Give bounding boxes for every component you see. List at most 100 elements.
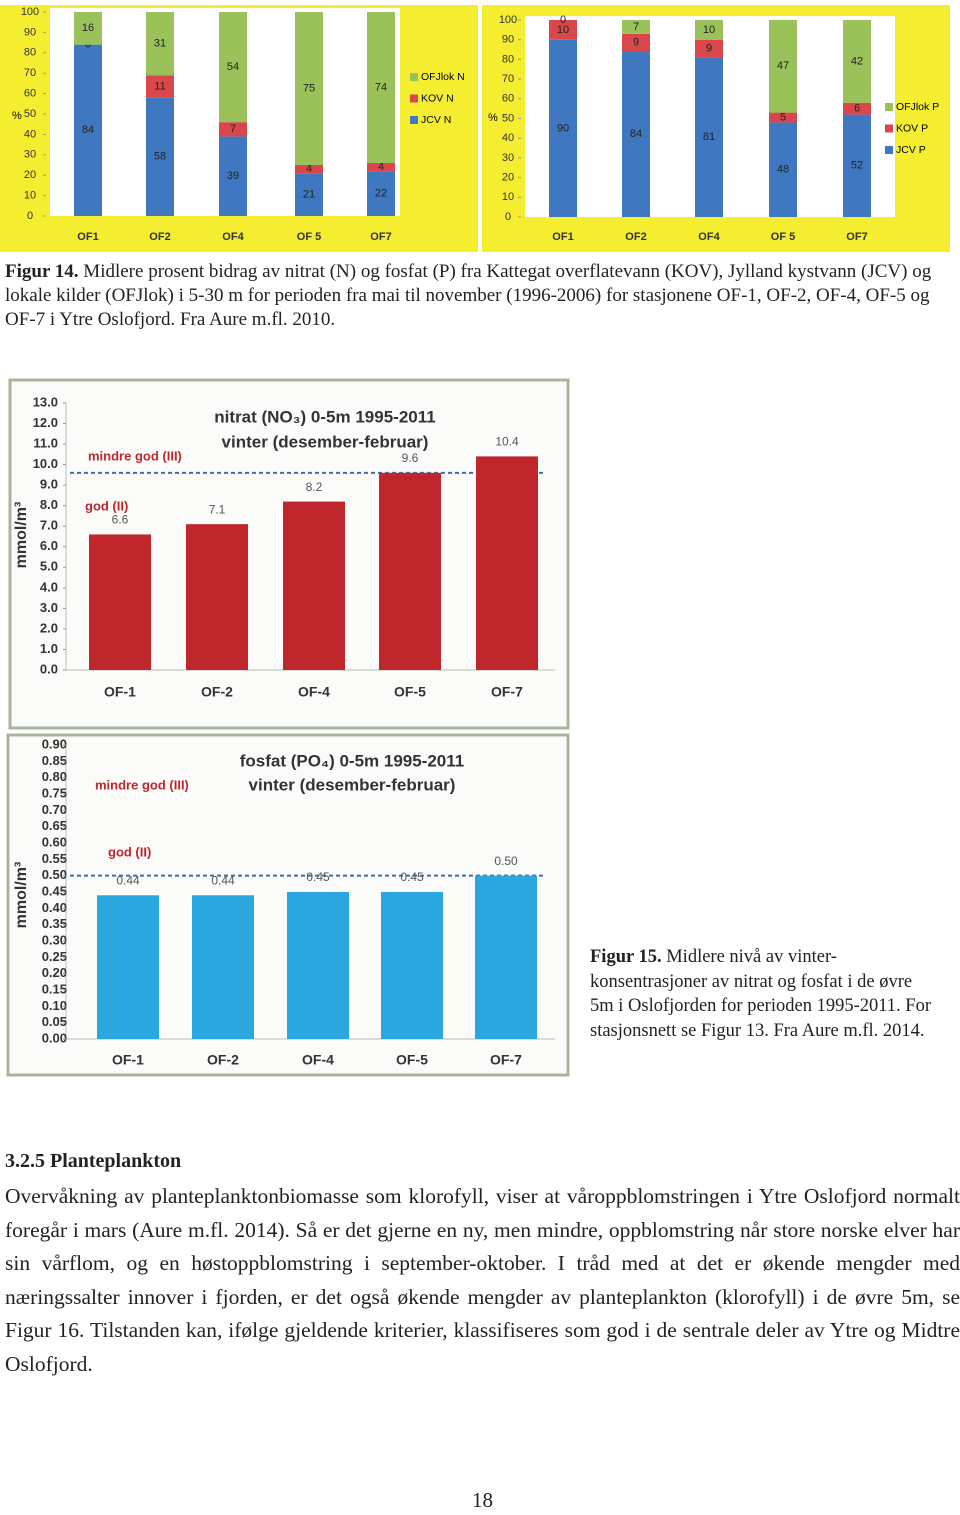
y-tick-label: 2.0	[40, 620, 58, 635]
page-number: 18	[472, 1488, 493, 1512]
y-tick-label: 0	[27, 210, 33, 222]
y-tick-label: 0.25	[42, 949, 67, 964]
bar	[287, 892, 349, 1039]
y-tick-label: 0.60	[42, 834, 67, 849]
bar	[283, 501, 345, 670]
y-tick-label: 3.0	[40, 600, 58, 615]
y-tick-label: 10	[502, 191, 514, 203]
data-label: 4	[306, 163, 312, 175]
y-tick-label: 30	[24, 149, 36, 161]
chart-title: nitrat (NO₃) 0-5m 1995-2011	[214, 407, 435, 426]
bar	[97, 895, 159, 1039]
charts: 0102030405060708090100%OF184016OF2581131…	[0, 5, 950, 1077]
chart-title: vinter (desember-februar)	[249, 775, 456, 794]
data-label: 9	[633, 37, 639, 49]
data-label: 84	[630, 128, 642, 140]
section-heading: 3.2.5 Planteplankton	[5, 1150, 182, 1172]
caption-text: Midlere prosent bidrag av nitrat (N) og …	[5, 261, 932, 330]
data-label: 9.6	[402, 451, 419, 465]
x-tick-label: OF2	[625, 231, 646, 243]
figure-caption: Figur 15. Midlere nivå av vinter-konsent…	[590, 945, 935, 1043]
x-tick-label: OF-7	[490, 1052, 522, 1068]
y-tick-label: 0.85	[42, 753, 67, 768]
y-tick-label: 0.65	[42, 818, 67, 833]
y-tick-label: 90	[24, 26, 36, 38]
y-tick-label: 0.55	[42, 851, 67, 866]
bar-segment	[367, 162, 395, 172]
y-tick-label: 60	[24, 88, 36, 100]
data-label: 39	[227, 170, 239, 182]
data-label: 0.45	[400, 870, 424, 884]
y-tick-label: 0.0	[40, 661, 58, 676]
y-tick-label: 0.70	[42, 802, 67, 817]
y-tick-label: 1.0	[40, 641, 58, 656]
bar-segment	[843, 114, 871, 217]
bar	[89, 534, 151, 670]
data-label: 0.50	[494, 854, 518, 868]
bar-segment	[74, 12, 102, 45]
data-label: 58	[154, 151, 166, 163]
y-tick-label: 0.15	[42, 981, 67, 996]
y-tick-label: 0.05	[42, 1014, 67, 1029]
data-label: 47	[777, 60, 789, 72]
y-tick-label: 50	[502, 112, 514, 124]
data-label: 5	[780, 111, 786, 123]
y-tick-label: 0.50	[42, 867, 67, 882]
data-label: 0	[560, 14, 566, 26]
bar-segment	[295, 12, 323, 165]
bar-segment	[843, 20, 871, 103]
x-tick-label: OF4	[698, 231, 720, 243]
data-label: 22	[375, 187, 387, 199]
x-tick-label: OF-5	[394, 684, 426, 700]
y-tick-label: 20	[24, 169, 36, 181]
data-label: 6.6	[112, 513, 129, 527]
legend-swatch	[410, 116, 418, 124]
legend-swatch	[885, 124, 893, 133]
x-tick-label: OF1	[77, 231, 98, 243]
x-tick-label: OF-4	[302, 1052, 334, 1068]
caption-text: Midlere nivå av vinter-konsentrasjoner a…	[590, 947, 931, 1041]
data-label: 10	[557, 24, 569, 36]
data-label: 48	[777, 164, 789, 176]
legend-label: KOV N	[421, 92, 454, 104]
annotation: god (II)	[85, 498, 128, 513]
data-label: 42	[851, 55, 863, 67]
bar-segment	[146, 12, 174, 76]
legend-swatch	[410, 73, 418, 81]
y-tick-label: 0.90	[42, 736, 67, 751]
y-tick-label: 0.00	[42, 1030, 67, 1045]
legend-label: JCV N	[421, 114, 451, 126]
bar-segment	[367, 12, 395, 163]
x-tick-label: OF-4	[298, 684, 330, 700]
data-label: 54	[227, 61, 239, 73]
legend-label: OFJlok N	[421, 71, 465, 83]
data-label: 0.44	[211, 873, 235, 887]
bar-segment	[146, 75, 174, 98]
bar-segment	[622, 20, 650, 34]
y-axis-label: mmol/m³	[13, 502, 30, 569]
bar-segment	[549, 20, 577, 40]
x-tick-label: OF7	[846, 231, 867, 243]
x-tick-label: OF7	[370, 231, 391, 243]
y-tick-label: 0.10	[42, 998, 67, 1013]
y-tick-label: 70	[502, 73, 514, 85]
x-tick-label: OF 5	[771, 231, 795, 243]
annotation: mindre god (III)	[88, 448, 182, 463]
y-tick-label: 0.80	[42, 769, 67, 784]
bar-segment	[695, 39, 723, 58]
data-label: 10.4	[495, 435, 519, 449]
data-label: 0.45	[306, 870, 330, 884]
y-tick-label: 0.45	[42, 883, 67, 898]
x-tick-label: OF-2	[207, 1052, 239, 1068]
y-tick-label: 9.0	[40, 477, 58, 492]
bar	[381, 892, 443, 1039]
data-label: 81	[703, 131, 715, 143]
bar-segment	[219, 122, 247, 137]
data-label: 8.2	[306, 480, 323, 494]
data-label: 31	[154, 38, 166, 50]
x-tick-label: OF-1	[112, 1052, 144, 1068]
y-tick-label: 8.0	[40, 497, 58, 512]
figure-caption: Figur 14. Midlere prosent bidrag av nitr…	[5, 260, 950, 332]
data-label: 75	[303, 82, 315, 94]
